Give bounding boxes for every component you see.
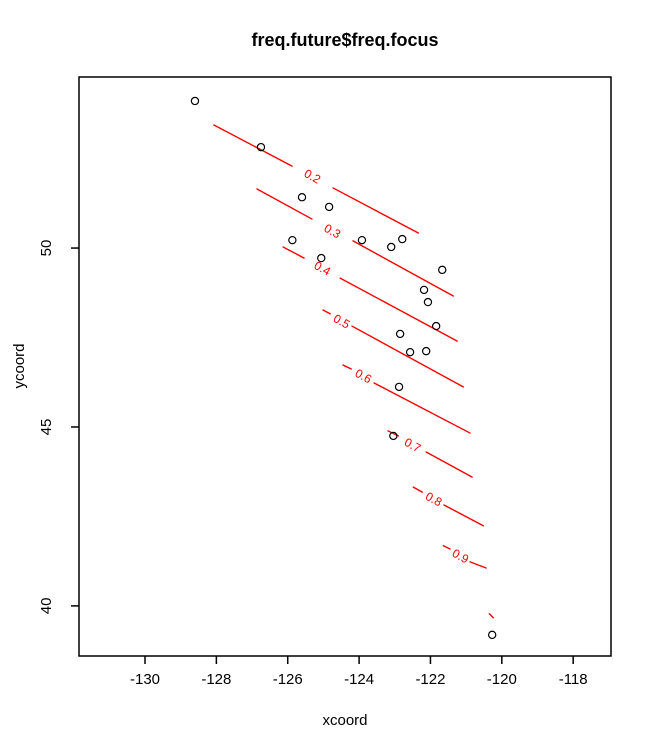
data-point [431, 321, 441, 331]
data-point [405, 347, 415, 357]
data-point [487, 630, 497, 640]
data-point [324, 202, 334, 212]
x-tick-label: -118 [559, 671, 588, 688]
contour-line [425, 451, 473, 478]
x-tick-label: -126 [273, 671, 303, 688]
data-point [357, 235, 367, 245]
data-point [190, 96, 200, 106]
plot-title: freq.future$freq.focus [251, 30, 438, 50]
y-tick-label: 45 [38, 419, 55, 436]
contour-line [469, 561, 487, 569]
data-point [394, 382, 404, 392]
contour-line [213, 124, 293, 167]
scatter-point-layer [190, 96, 497, 640]
data-point [395, 329, 405, 339]
contour-line [322, 309, 331, 315]
x-axis-ticks: -130 -128 -126 -124 -122 -120 -118 [130, 656, 588, 688]
y-tick-label: 50 [38, 240, 55, 257]
x-tick-label: -122 [415, 671, 445, 688]
x-tick-label: -130 [130, 671, 160, 688]
contour-line [443, 504, 484, 527]
data-point [389, 431, 398, 441]
data-point [438, 265, 447, 275]
contour-line [373, 382, 471, 434]
x-tick-label: -124 [344, 671, 374, 688]
contour-line [351, 325, 464, 388]
plot-box [78, 76, 612, 657]
contour-line [352, 240, 454, 297]
data-point [398, 234, 407, 244]
contour-line [282, 246, 305, 259]
x-axis-label: xcoord [322, 712, 367, 729]
contour-line [488, 613, 494, 619]
contour-line [412, 486, 423, 493]
y-axis-ticks: 40 45 50 [38, 240, 79, 615]
data-point [256, 142, 266, 152]
data-point [317, 253, 326, 263]
data-point [288, 235, 297, 245]
data-point [387, 242, 396, 252]
contour-line [342, 364, 352, 370]
contour-line [442, 545, 451, 550]
contour-line [332, 187, 420, 234]
data-point [297, 193, 307, 202]
contour-line [256, 188, 313, 220]
y-axis-label: ycoord [11, 343, 28, 388]
x-tick-label: -120 [487, 671, 517, 688]
contour-line [339, 277, 458, 342]
y-tick-label: 40 [38, 598, 55, 615]
data-point [423, 297, 433, 307]
x-tick-label: -128 [201, 671, 231, 688]
data-point [419, 285, 429, 295]
data-point [421, 346, 431, 356]
